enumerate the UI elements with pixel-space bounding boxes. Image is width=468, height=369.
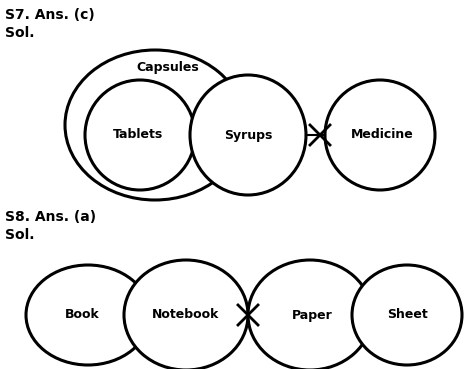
Text: S8. Ans. (a): S8. Ans. (a) (5, 210, 96, 224)
Text: Sol.: Sol. (5, 228, 35, 242)
Text: Tablets: Tablets (113, 128, 163, 141)
Ellipse shape (65, 50, 245, 200)
Text: S7. Ans. (c): S7. Ans. (c) (5, 8, 95, 22)
Ellipse shape (190, 75, 306, 195)
Text: Sol.: Sol. (5, 26, 35, 40)
Ellipse shape (124, 260, 248, 369)
Text: Capsules: Capsules (137, 62, 199, 75)
Ellipse shape (352, 265, 462, 365)
Ellipse shape (26, 265, 150, 365)
Text: Syrups: Syrups (224, 128, 272, 141)
Ellipse shape (248, 260, 372, 369)
Ellipse shape (325, 80, 435, 190)
Text: Medicine: Medicine (351, 128, 413, 141)
Text: Paper: Paper (292, 308, 332, 321)
Text: Sheet: Sheet (388, 308, 428, 321)
Ellipse shape (85, 80, 195, 190)
Text: Book: Book (65, 308, 99, 321)
Text: Notebook: Notebook (152, 308, 219, 321)
